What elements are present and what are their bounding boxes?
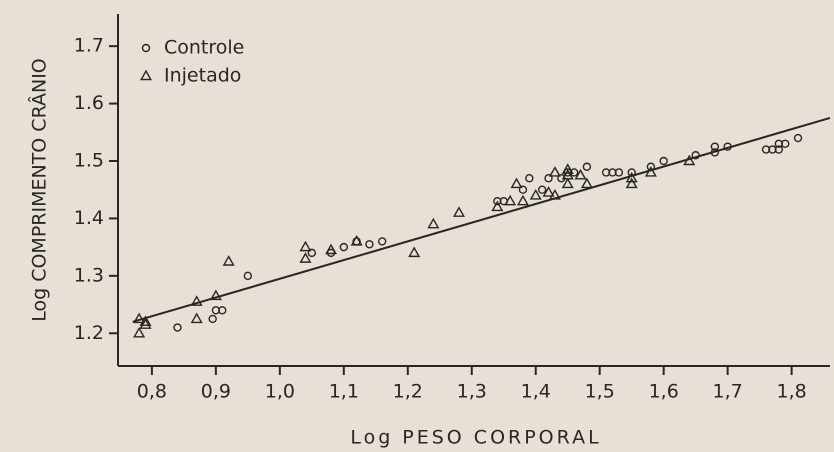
point: [710, 142, 720, 151]
point: [190, 312, 203, 324]
y-tick-label: 1.3: [74, 264, 104, 286]
point: [529, 189, 542, 200]
point: [793, 133, 803, 143]
point: [190, 295, 203, 306]
point: [614, 168, 624, 177]
x-tick-label: 1,1: [329, 381, 359, 403]
point: [350, 234, 363, 246]
legend-label: Injetado: [164, 65, 241, 87]
point: [627, 168, 636, 177]
legend-marker: [140, 69, 152, 81]
point: [710, 148, 720, 157]
point: [510, 177, 523, 189]
point: [208, 314, 217, 324]
point: [222, 255, 235, 266]
point: [325, 243, 338, 255]
y-tick-label: 1.2: [74, 322, 104, 344]
point: [561, 163, 574, 174]
point: [646, 162, 656, 171]
point: [625, 177, 638, 189]
point: [548, 166, 561, 177]
point: [542, 186, 555, 197]
point: [548, 189, 561, 200]
point: [173, 323, 182, 332]
legend-marker: [141, 43, 151, 53]
x-tick-label: 1,8: [777, 381, 807, 403]
point: [683, 154, 696, 166]
point: [378, 237, 387, 246]
point: [574, 168, 587, 180]
point: [774, 145, 784, 154]
x-tick-label: 1,0: [265, 381, 295, 403]
fit-line: [132, 116, 831, 323]
point: [525, 174, 534, 183]
x-tick-label: 0,9: [201, 381, 231, 403]
x-tick-label: 1,6: [649, 381, 679, 403]
point: [516, 194, 529, 206]
point: [452, 206, 465, 217]
point: [365, 240, 374, 249]
point: [691, 151, 700, 160]
x-tick-label: 1,7: [713, 381, 743, 403]
x-tick-label: 0,8: [137, 381, 167, 403]
x-axis-label: Log PESO CORPORAL: [350, 427, 601, 449]
point: [209, 289, 222, 301]
y-tick-label: 1.5: [74, 150, 104, 172]
point: [218, 306, 227, 315]
y-axis-label: Log COMPRIMENTO CRÂNIO: [28, 58, 51, 322]
x-tick-label: 1,5: [585, 381, 615, 403]
point: [561, 177, 574, 189]
point: [133, 312, 146, 324]
point: [133, 326, 146, 338]
legend-label: Controle: [164, 37, 244, 59]
y-tick-label: 1.6: [74, 92, 104, 114]
point: [580, 177, 593, 189]
point: [408, 246, 421, 258]
point: [625, 171, 638, 183]
point: [307, 248, 317, 258]
point: [659, 156, 668, 166]
point: [644, 166, 657, 177]
point: [139, 318, 152, 329]
x-tick-label: 1,4: [521, 381, 551, 403]
point: [723, 142, 732, 151]
point: [427, 217, 440, 229]
point: [139, 315, 152, 326]
point: [544, 174, 553, 183]
point: [537, 185, 547, 194]
y-tick-label: 1.4: [74, 207, 104, 229]
point: [299, 240, 312, 252]
point: [582, 162, 592, 171]
point: [491, 200, 504, 212]
point: [243, 271, 253, 281]
x-tick-label: 1,2: [393, 381, 423, 403]
point: [339, 242, 349, 252]
point: [299, 252, 312, 263]
point: [504, 194, 517, 206]
x-tick-label: 1,3: [457, 381, 487, 403]
point: [781, 139, 790, 148]
y-tick-label: 1.7: [74, 35, 104, 57]
point: [518, 185, 528, 194]
